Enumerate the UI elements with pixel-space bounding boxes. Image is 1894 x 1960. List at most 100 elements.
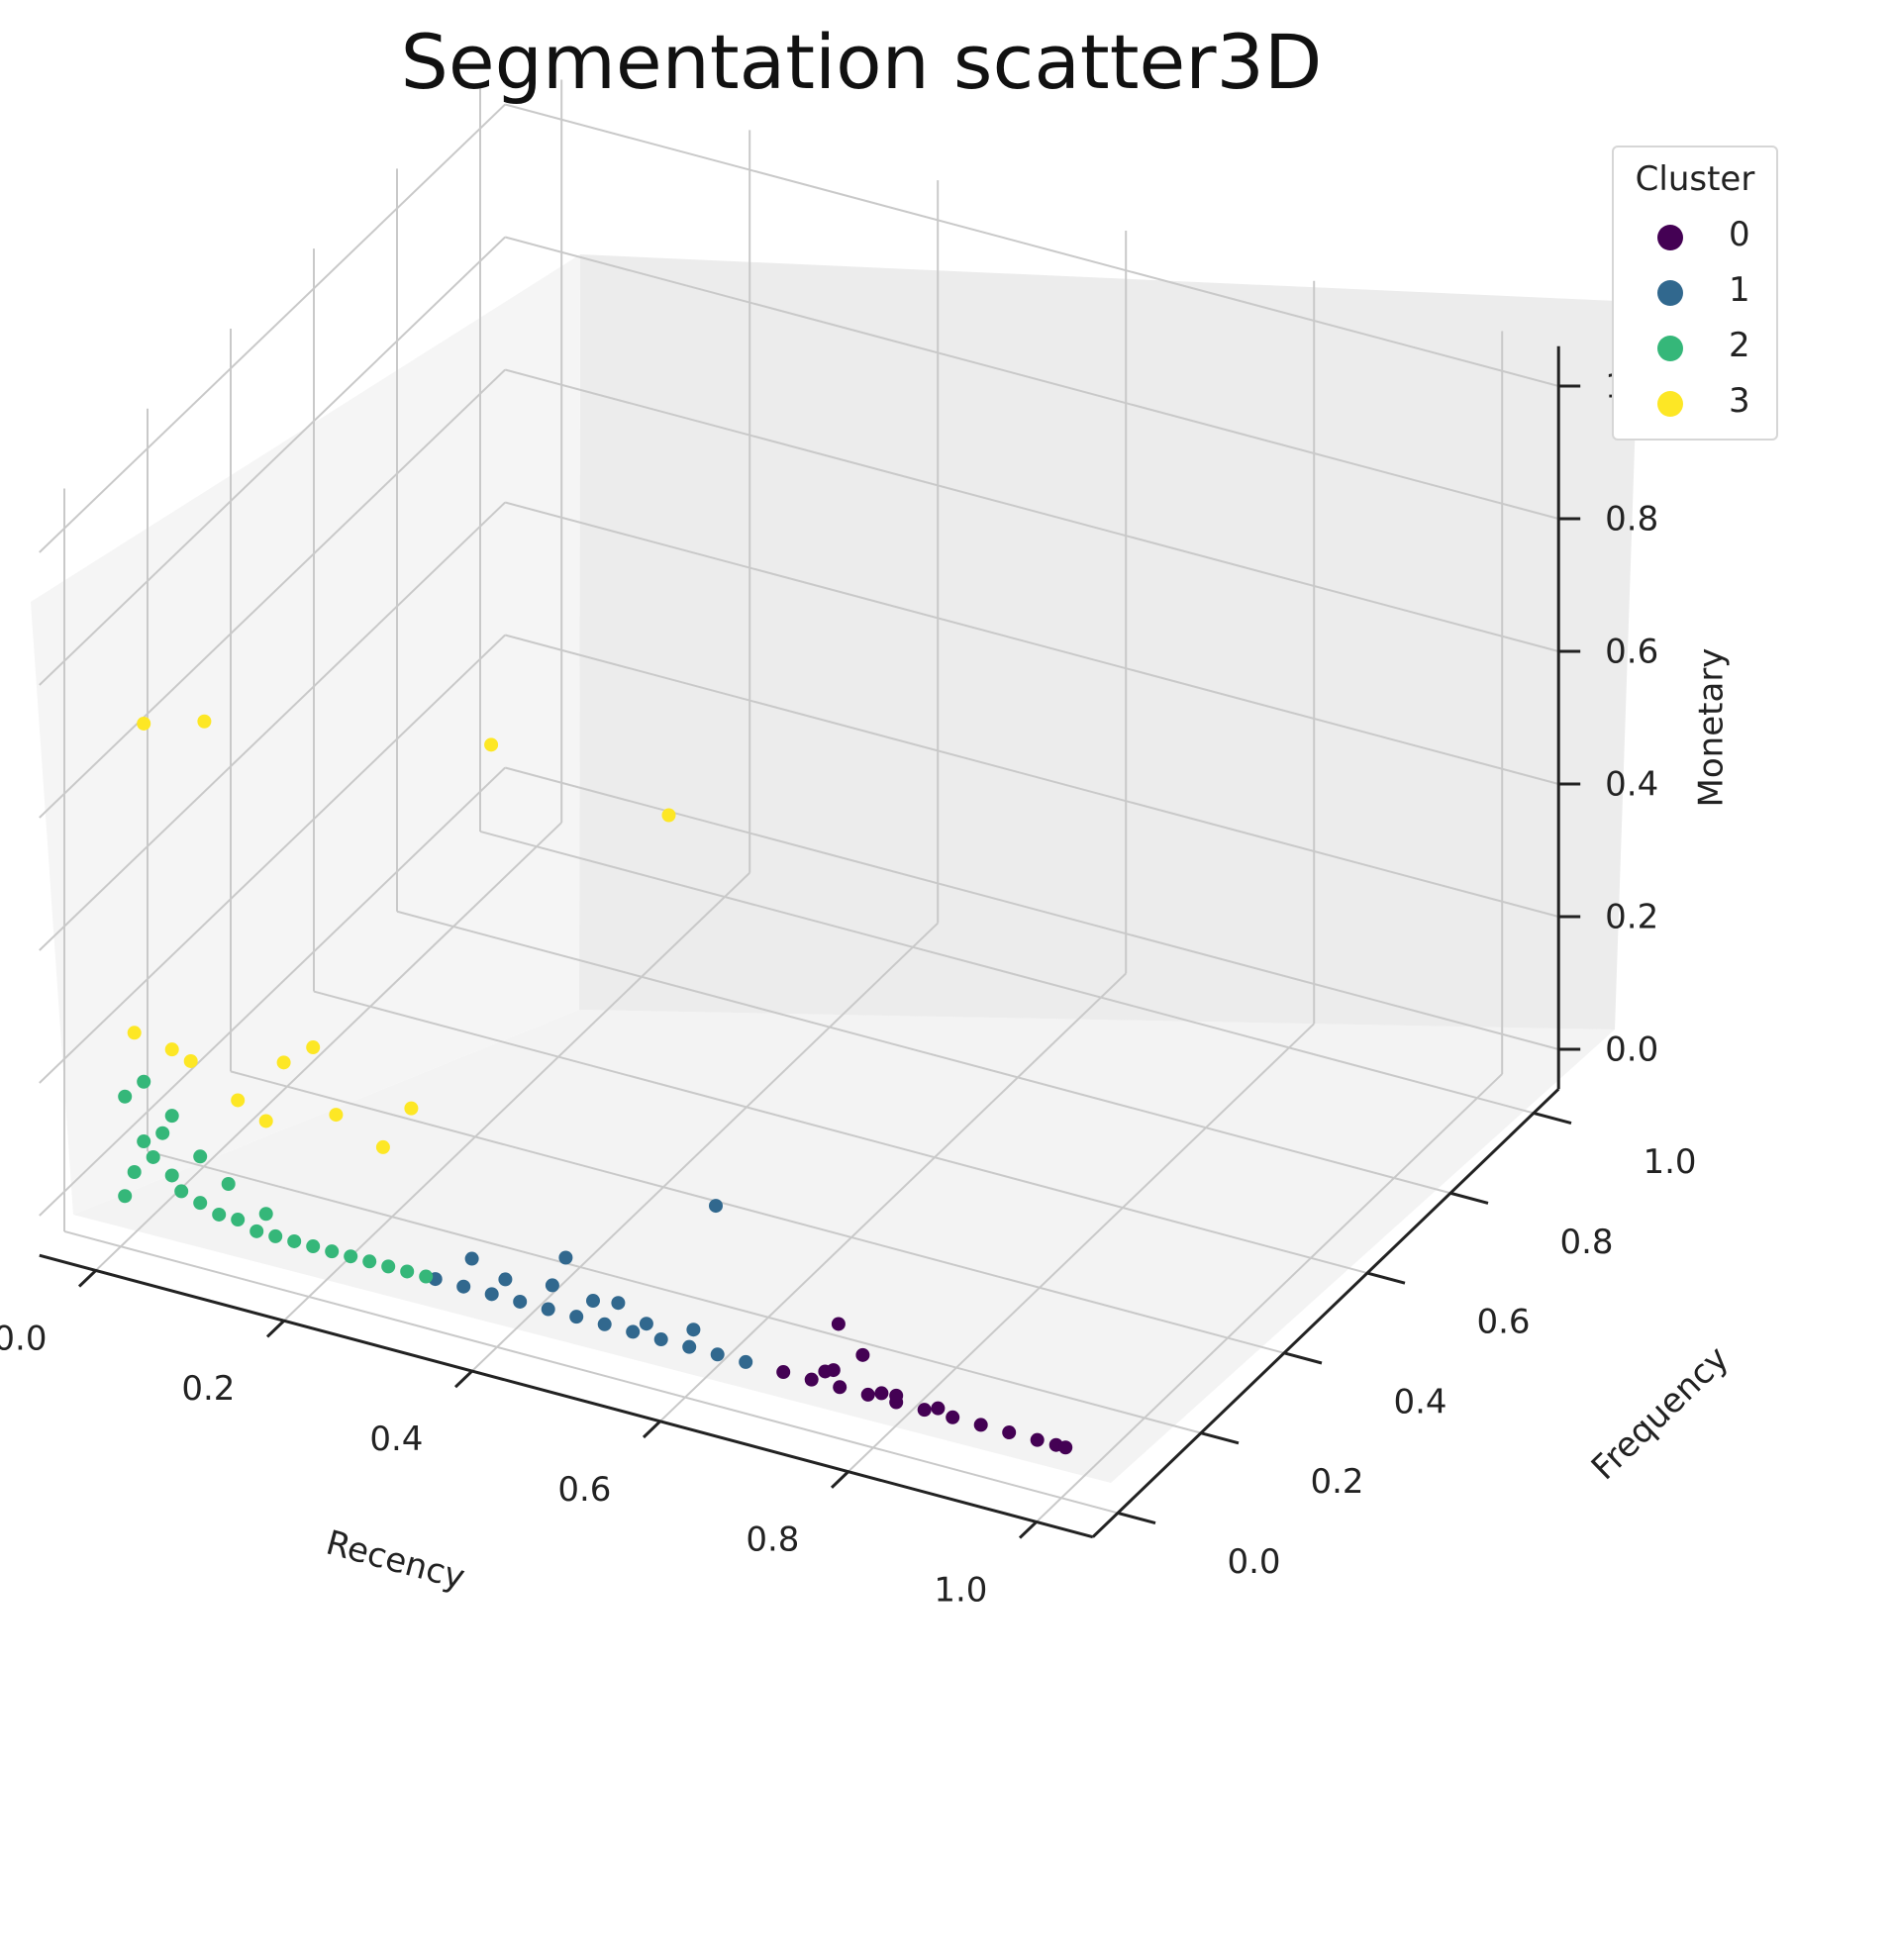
grid-floor-y-5 [479,830,1535,1115]
legend-dot-1 [1657,280,1683,306]
x-tick-label-1: 0.2 [181,1369,235,1409]
z-axis-label: Monetary [1692,648,1732,808]
point-cluster-2-0 [118,1189,133,1204]
legend-entry-0: 0 [1614,209,1776,264]
point-cluster-1-18 [586,1294,600,1309]
point-cluster-0-14 [931,1401,946,1416]
legend-label-2: 2 [1729,326,1750,365]
point-cluster-2-12 [287,1233,302,1248]
point-cluster-3-5 [183,1053,198,1068]
point-cluster-2-4 [155,1126,170,1140]
y-tick-4 [1449,1191,1489,1205]
point-cluster-0-13 [874,1386,889,1401]
point-cluster-0-8 [1002,1425,1017,1440]
grid-floor-y-1 [147,1150,1202,1434]
y-tick-3 [1366,1271,1406,1285]
point-cluster-0-16 [889,1388,904,1403]
grid-back-z-3 [504,368,1559,652]
point-cluster-2-7 [193,1196,208,1211]
point-cluster-1-6 [597,1317,612,1331]
pane-back-left [31,254,580,1215]
point-cluster-1-19 [611,1296,626,1311]
point-cluster-1-17 [709,1199,723,1214]
point-cluster-1-2 [484,1287,499,1302]
point-cluster-2-18 [400,1264,415,1279]
grid-left-z-5 [39,103,506,553]
point-cluster-2-24 [221,1177,236,1191]
legend-dot-3 [1657,391,1683,417]
legend-dot-0 [1657,225,1683,250]
legend-entry-3: 3 [1614,375,1776,431]
z-tick-label-1: 0.2 [1605,898,1658,937]
x-tick-label-4: 0.8 [746,1520,799,1560]
point-cluster-1-9 [682,1339,697,1354]
legend-entry-2: 2 [1614,320,1776,375]
point-cluster-1-11 [739,1354,753,1369]
grid-back-z-5 [504,103,1559,387]
y-tick-label-1: 0.2 [1310,1462,1363,1502]
x-tick-0 [77,1269,97,1288]
y-axis-label: Frequency [1584,1338,1737,1488]
x-tick-1 [265,1320,285,1338]
y-tick-label-4: 0.8 [1559,1223,1613,1262]
chart-title: Segmentation scatter3D [400,18,1323,106]
point-cluster-1-16 [558,1250,573,1265]
point-cluster-2-20 [118,1089,133,1104]
y-tick-label-0: 0.0 [1227,1542,1280,1582]
x-tick-4 [830,1470,849,1489]
point-cluster-2-2 [137,1134,151,1149]
grid-floor-y-3 [313,990,1368,1275]
point-cluster-0-2 [833,1380,847,1395]
pane-back-right [579,254,1640,1029]
grid-left-z-1 [39,634,506,1084]
grid-back-z-0 [504,766,1559,1050]
point-cluster-0-15 [855,1347,870,1362]
point-cluster-3-12 [484,737,499,752]
point-cluster-1-8 [653,1332,668,1347]
x-tick-label-2: 0.4 [369,1420,423,1459]
point-cluster-3-6 [231,1093,246,1108]
point-cluster-2-8 [212,1207,227,1222]
grid-left-z-2 [39,501,506,951]
point-cluster-0-0 [776,1365,791,1380]
point-cluster-1-3 [513,1294,528,1309]
point-cluster-1-10 [710,1347,725,1362]
grid-floor-x-5 [1036,1073,1503,1523]
z-tick-label-2: 0.4 [1605,765,1658,805]
point-cluster-1-1 [456,1279,471,1294]
point-cluster-1-7 [626,1324,641,1339]
point-cluster-3-11 [404,1101,419,1116]
point-cluster-2-13 [306,1239,321,1254]
point-cluster-2-14 [325,1244,340,1259]
y-tick-1 [1200,1431,1240,1445]
point-cluster-0-17 [831,1317,846,1331]
point-cluster-0-7 [973,1418,988,1432]
point-cluster-2-1 [127,1165,142,1179]
x-axis-line [39,1253,1094,1539]
y-tick-label-2: 0.4 [1393,1382,1446,1421]
legend-dot-2 [1657,336,1683,361]
point-cluster-2-6 [174,1184,189,1199]
grid-floor-y-0 [63,1229,1119,1515]
point-cluster-0-9 [1030,1432,1045,1447]
legend: Cluster 0 1 2 3 [1612,146,1778,441]
grid-back-z-2 [504,501,1559,785]
point-cluster-0-1 [804,1372,819,1387]
point-cluster-2-3 [146,1149,160,1164]
grid-floor-x-3 [659,972,1127,1422]
x-tick-label-3: 0.6 [557,1470,611,1510]
point-cluster-3-0 [137,716,151,731]
point-cluster-2-22 [164,1109,179,1124]
y-axis-line [1091,1088,1560,1538]
x-tick-label-5: 1.0 [934,1570,987,1610]
grid-back-z-4 [504,236,1559,520]
point-cluster-0-11 [1058,1440,1073,1455]
grid-floor-x-0 [95,822,562,1272]
point-cluster-0-6 [946,1410,960,1424]
y-tick-2 [1283,1351,1323,1365]
y-tick-label-5: 1.0 [1643,1142,1696,1182]
point-cluster-1-12 [498,1272,513,1287]
grid-floor-x-1 [283,872,750,1322]
x-tick-3 [642,1420,661,1439]
y-tick-0 [1117,1511,1156,1525]
